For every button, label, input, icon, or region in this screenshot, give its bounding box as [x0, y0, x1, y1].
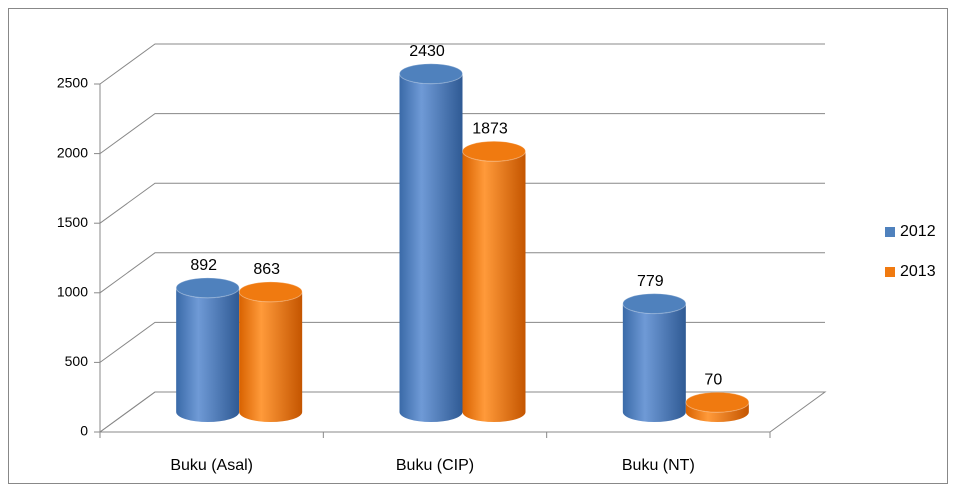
- cylinder: [176, 287, 240, 422]
- x-tick-label: Buku (NT): [622, 457, 695, 474]
- data-label: 1873: [472, 120, 508, 137]
- legend-label: 2013: [900, 263, 936, 280]
- y-tick-label: 2000: [57, 144, 88, 160]
- data-label: 863: [253, 261, 280, 278]
- grid-line: [99, 252, 825, 294]
- y-tick-label: 500: [65, 353, 89, 369]
- cylinder-top: [685, 391, 750, 413]
- cylinder-top: [175, 277, 240, 299]
- legend-label: 2012: [900, 223, 936, 240]
- grid-line: [99, 391, 825, 433]
- data-label: 2430: [409, 43, 445, 60]
- grid-line: [99, 43, 825, 85]
- cylinder: [462, 151, 526, 423]
- cylinder: [685, 402, 749, 422]
- cylinder-top: [238, 281, 303, 303]
- grid-line: [99, 182, 825, 224]
- x-tick-label: Buku (Asal): [170, 457, 253, 474]
- y-tick-label: 2500: [57, 75, 88, 91]
- cylinder-top: [622, 293, 687, 315]
- y-tick-label: 1000: [57, 284, 88, 300]
- data-label: 70: [704, 371, 722, 388]
- y-tick-label: 1500: [57, 214, 88, 230]
- grid-line: [99, 321, 825, 363]
- cylinder-top: [399, 63, 463, 85]
- grid-line: [99, 113, 825, 155]
- y-tick-label: 0: [80, 423, 88, 439]
- cylinder: [399, 73, 463, 422]
- cylinder: [239, 291, 303, 422]
- cylinder: [622, 303, 686, 422]
- x-tick-label: Buku (CIP): [396, 457, 474, 474]
- data-label: 779: [637, 273, 664, 290]
- data-label: 892: [190, 257, 217, 274]
- legend-swatch: [885, 267, 895, 277]
- cylinder-top: [462, 140, 526, 162]
- legend-swatch: [885, 227, 895, 237]
